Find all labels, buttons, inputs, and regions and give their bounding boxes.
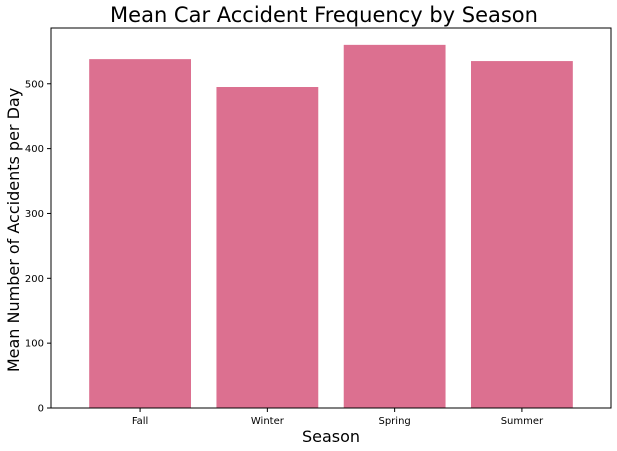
x-axis-label: Season — [302, 427, 360, 446]
x-tick-label: Spring — [378, 416, 410, 427]
y-tick-label: 100 — [25, 339, 44, 350]
plot-frame — [50, 27, 612, 409]
y-axis: 0 100 200 300 400 500 — [25, 79, 51, 415]
y-tick-label: 200 — [25, 274, 44, 285]
x-tick-label: Summer — [501, 416, 544, 427]
y-tick-label: 400 — [25, 144, 44, 155]
x-axis: Fall Winter Spring Summer — [132, 408, 544, 427]
bars-group — [89, 44, 573, 409]
chart-title: Mean Car Accident Frequency by Season — [110, 3, 538, 27]
x-tick-label: Winter — [251, 416, 285, 427]
y-tick-label: 0 — [38, 404, 44, 415]
bar-winter — [216, 87, 319, 408]
y-tick-label: 500 — [25, 79, 44, 90]
y-tick-label: 300 — [25, 209, 44, 220]
bar-summer — [471, 61, 573, 409]
x-tick-label: Fall — [132, 416, 149, 427]
y-axis-label: Mean Number of Accidents per Day — [4, 88, 23, 372]
bar-spring — [343, 44, 446, 408]
bar-fall — [89, 59, 191, 408]
